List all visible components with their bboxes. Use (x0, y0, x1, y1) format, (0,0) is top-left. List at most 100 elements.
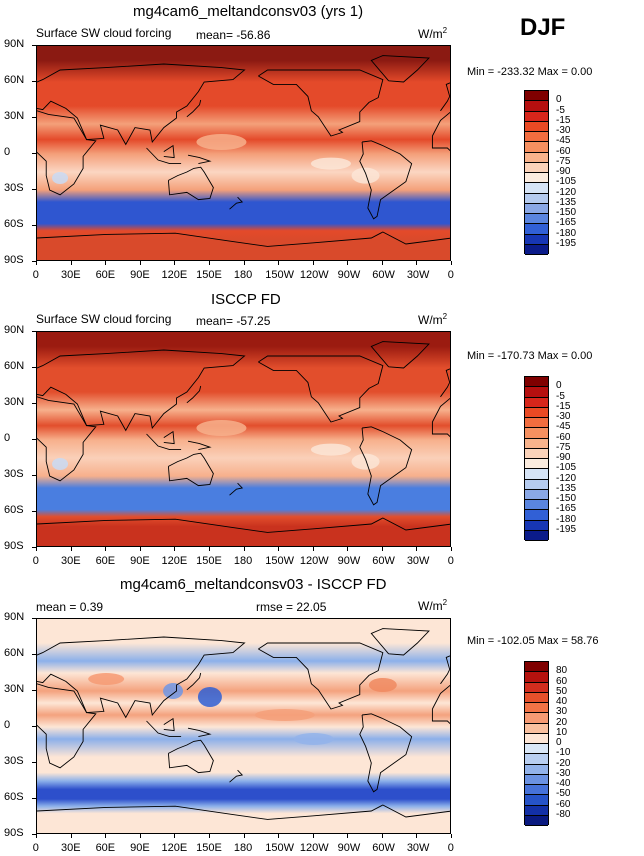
colorbar-swatch (525, 101, 548, 112)
lat-tick-label: 30S (4, 755, 24, 767)
lon-tick-label: 60E (95, 555, 116, 567)
lon-tick-label: 180 (233, 555, 253, 567)
colorbar-swatch (525, 132, 548, 143)
lon-tick-label: 0 (447, 555, 454, 567)
colorbar-swatch (525, 152, 548, 163)
lat-tick (32, 331, 36, 332)
lon-tick (105, 547, 107, 551)
panel1-minmax: Min = -233.32 Max = 0.00 (467, 66, 593, 78)
colorbar-label: 0 (556, 94, 562, 106)
coastline (146, 720, 182, 738)
coastline (37, 804, 450, 820)
panel1-units: W/m2 (418, 26, 448, 41)
coastline (37, 349, 246, 432)
lon-tick (36, 261, 37, 265)
colorbar-swatch (525, 733, 548, 744)
colorbar-label: -60 (556, 145, 571, 157)
colorbar-swatch (525, 682, 548, 693)
lon-tick (208, 547, 210, 551)
colorbar-label: -120 (556, 472, 577, 484)
lat-tick-label: 0 (4, 146, 11, 158)
colorbar-swatch (525, 162, 548, 173)
colorbar-swatch (525, 815, 548, 826)
panel3-title: mg4cam6_meltandconsv03 - ISCCP FD (120, 576, 387, 593)
colorbar-label: 20 (556, 716, 568, 728)
lon-tick-label: 150W (265, 269, 295, 281)
colorbar-label: -45 (556, 421, 571, 433)
panel1-title: mg4cam6_meltandconsv03 (yrs 1) (133, 3, 364, 20)
lon-tick-label: 30E (60, 555, 81, 567)
coastline (146, 433, 182, 451)
lon-tick-label: 120W (299, 269, 329, 281)
colorbar-label: -75 (556, 441, 571, 453)
lon-tick (174, 261, 176, 265)
coastline (37, 636, 246, 719)
map-feature (310, 443, 351, 456)
lat-tick (32, 189, 36, 190)
coastline (359, 426, 413, 506)
coastline (359, 713, 413, 793)
lon-tick (105, 261, 107, 265)
season-label: DJF (520, 14, 566, 41)
panel2-left-label: Surface SW cloud forcing (36, 312, 172, 326)
lon-tick-label: 180 (233, 842, 253, 854)
colorbar-label: -60 (556, 798, 571, 810)
colorbar-swatch (525, 672, 548, 683)
lon-tick (208, 261, 210, 265)
colorbar-swatch (525, 244, 548, 255)
colorbar-swatch (525, 774, 548, 785)
panel1-colorbar (524, 90, 549, 255)
lon-tick (381, 261, 383, 265)
lon-tick-label: 120W (299, 555, 329, 567)
lat-tick-label: 60S (4, 791, 24, 803)
lon-tick (451, 261, 452, 265)
coastline (229, 482, 244, 496)
colorbar-label: -40 (556, 778, 571, 789)
map-feature (310, 157, 351, 170)
colorbar-swatch (525, 479, 548, 490)
lon-tick (139, 261, 141, 265)
lat-tick-label: 90S (4, 254, 24, 266)
lat-tick-label: 0 (4, 719, 11, 731)
lat-tick (32, 834, 36, 835)
colorbar-label: -120 (556, 186, 577, 198)
lat-tick-label: 30N (4, 110, 25, 122)
lon-tick-label: 90W (337, 269, 361, 281)
lat-tick (32, 762, 36, 763)
colorbar-swatch (525, 713, 548, 724)
colorbar-swatch (525, 723, 548, 734)
lon-tick (381, 834, 383, 838)
lat-tick-label: 30S (4, 182, 24, 194)
colorbar-swatch (525, 692, 548, 703)
lon-tick-label: 150W (265, 555, 295, 567)
panel1-map (36, 45, 451, 261)
lon-tick-label: 60E (95, 842, 116, 854)
colorbar-label: -180 (556, 227, 577, 239)
map-feature (293, 733, 334, 745)
colorbar-swatch (525, 662, 548, 673)
lon-tick (36, 834, 37, 838)
colorbar-label: -135 (556, 482, 577, 494)
colorbar-label: 50 (556, 685, 568, 697)
colorbar-swatch (525, 510, 548, 521)
lat-tick-label: 30S (4, 468, 24, 480)
colorbar-label: -50 (556, 788, 571, 800)
lat-tick-label: 90S (4, 827, 24, 839)
colorbar-swatch (525, 224, 548, 235)
colorbar-swatch (525, 764, 548, 775)
panel1-left-label: Surface SW cloud forcing (36, 26, 172, 40)
lon-tick-label: 150E (196, 842, 222, 854)
coastline (258, 355, 384, 423)
lon-tick (139, 834, 141, 838)
colorbar-swatch (525, 234, 548, 245)
lon-tick (312, 834, 314, 838)
lat-tick-label: 30N (4, 396, 25, 408)
lon-tick (347, 261, 349, 265)
map-field (37, 46, 450, 260)
lon-tick-label: 90E (130, 555, 150, 567)
lat-tick-label: 0 (4, 432, 11, 444)
lon-tick (243, 261, 245, 265)
map-svg (37, 46, 450, 260)
lon-tick (174, 834, 176, 838)
map-feature (196, 420, 247, 436)
